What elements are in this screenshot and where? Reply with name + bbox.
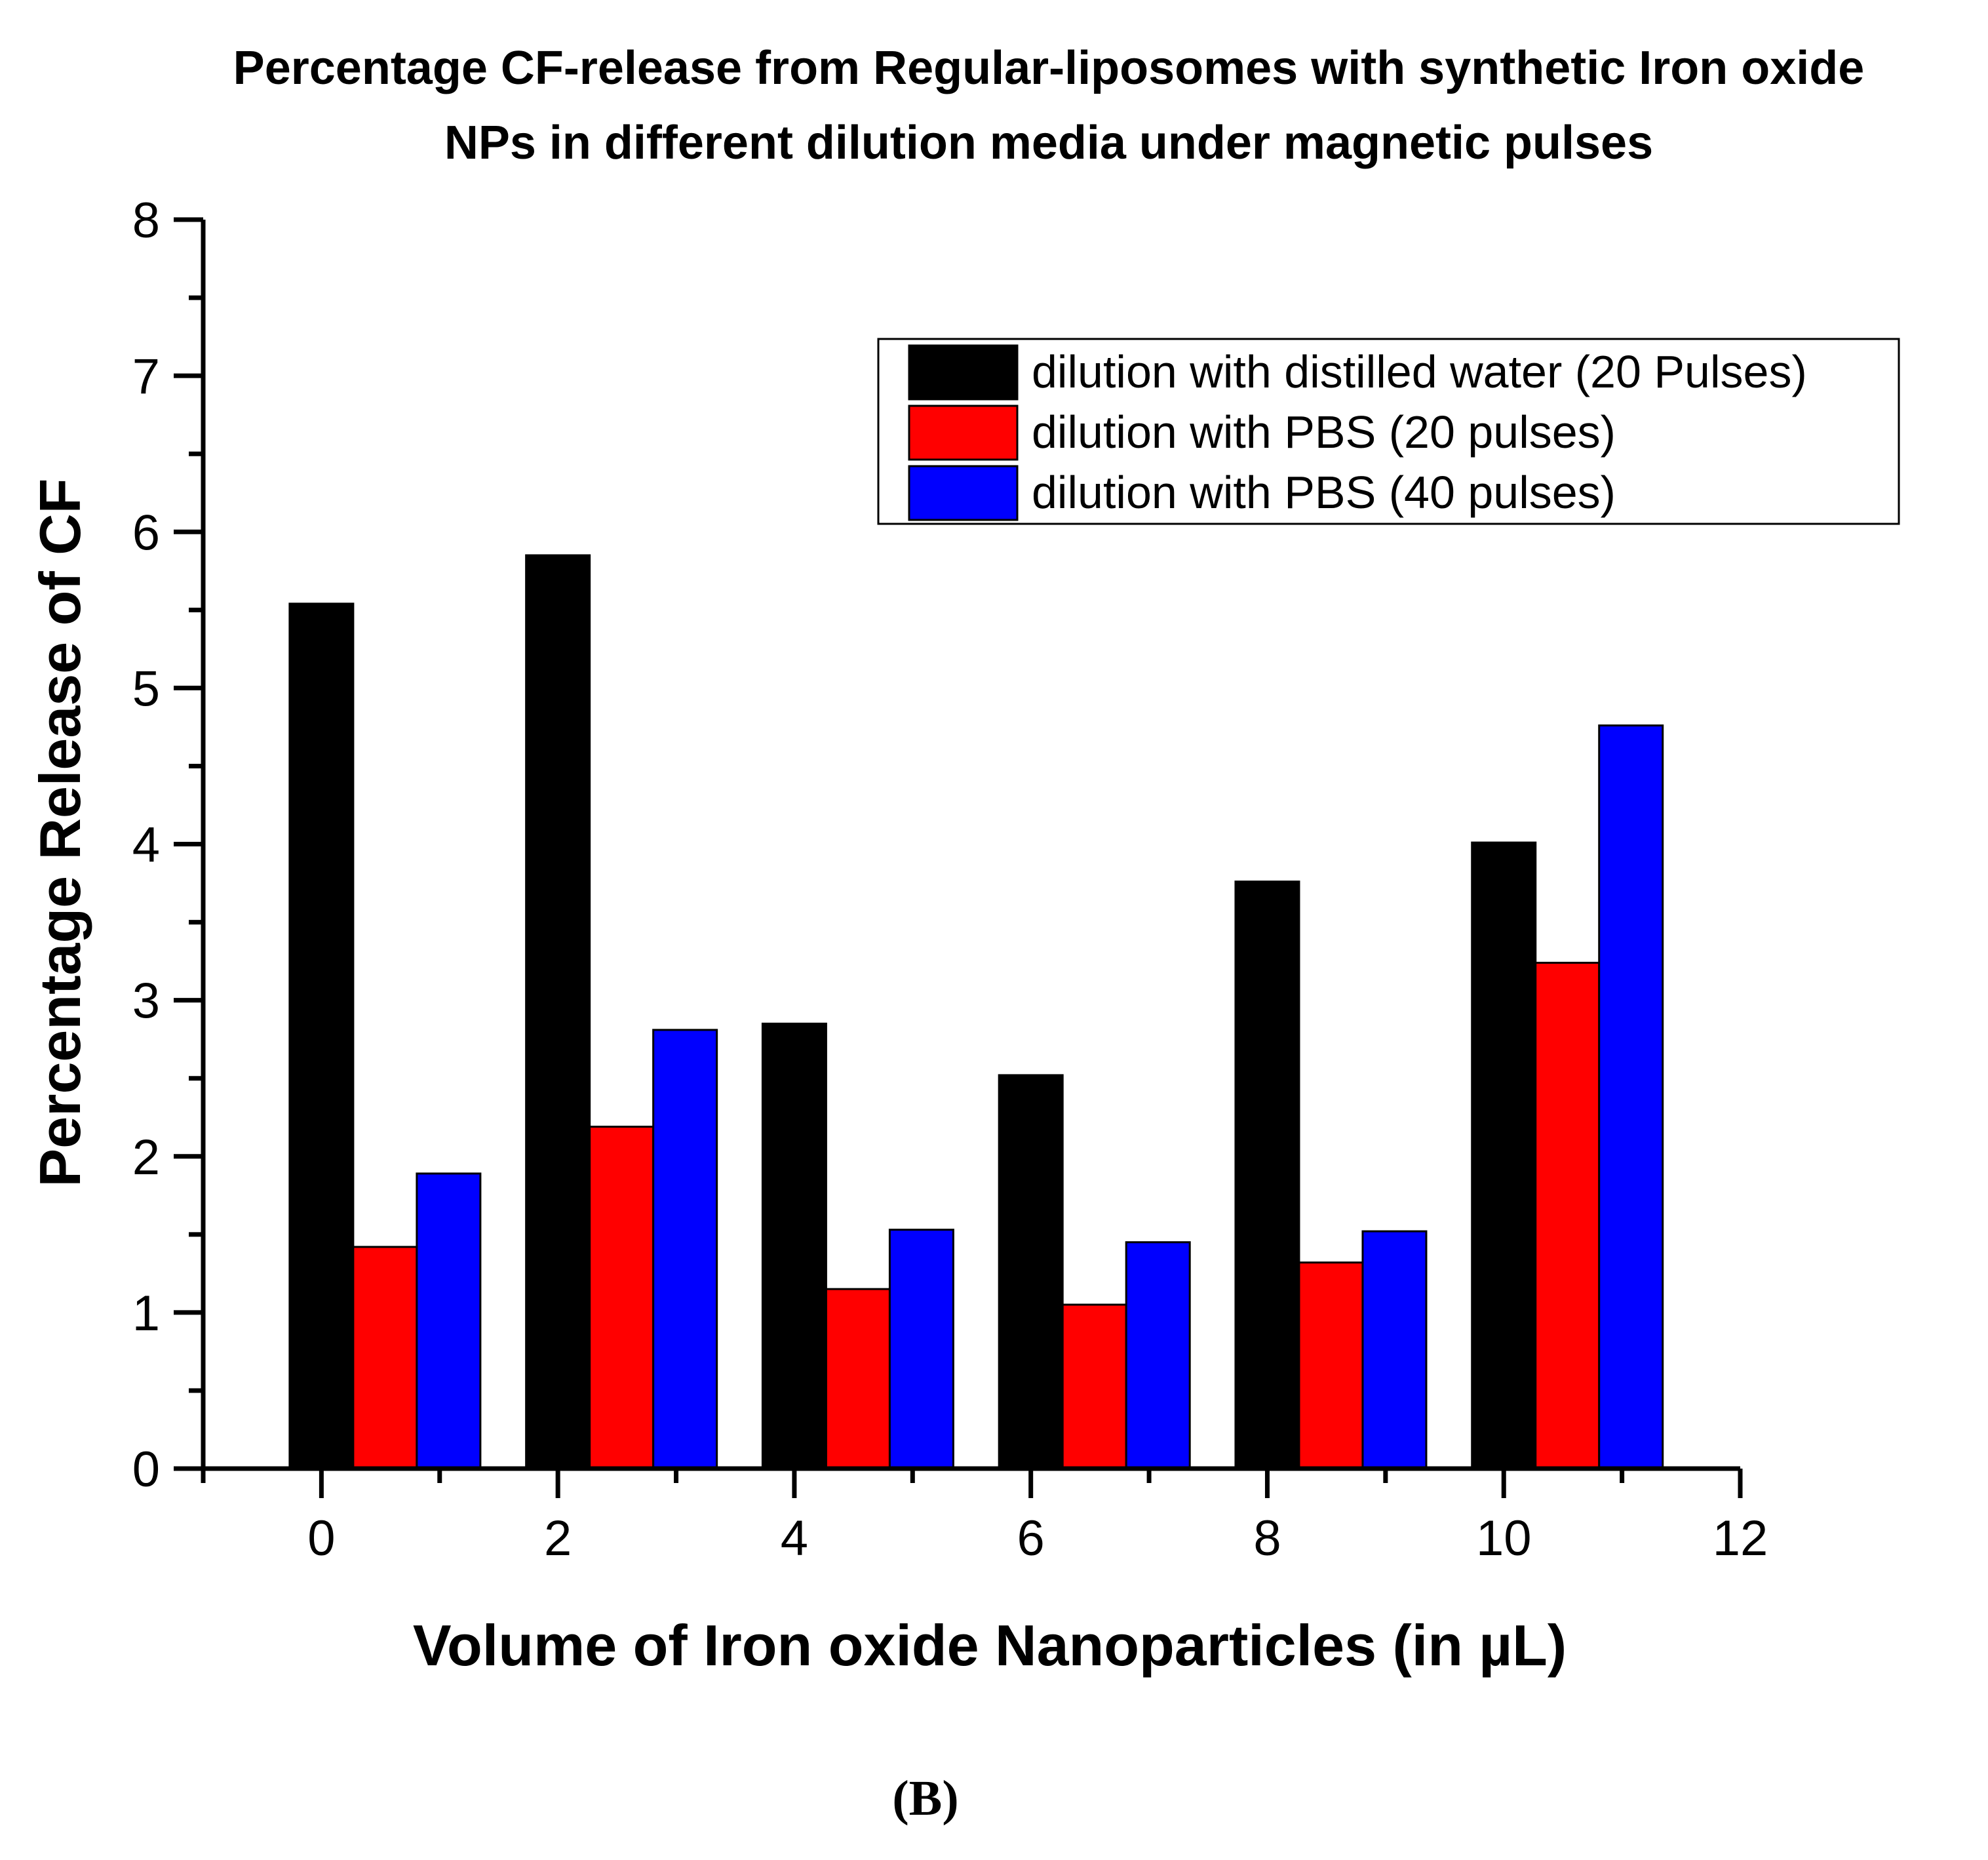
x-tick-label-4: 4 <box>781 1511 808 1566</box>
chart-title-line-1: Percentage CF-release from Regular-lipos… <box>233 42 1865 94</box>
x-tick-label-6: 6 <box>1017 1511 1045 1566</box>
bar-series1-x2 <box>589 1126 655 1470</box>
y-tick-label-8: 8 <box>132 193 160 248</box>
bar-series0-x2 <box>525 554 591 1470</box>
bar-series0-x10 <box>1471 841 1537 1470</box>
bars-group <box>288 554 1664 1470</box>
bar-series0-x6 <box>998 1074 1064 1470</box>
x-tick-label-10: 10 <box>1476 1511 1532 1566</box>
legend-label-pbs-20: dilution with PBS (20 pulses) <box>1032 406 1616 458</box>
bar-series2-x0 <box>416 1172 482 1470</box>
bar-series1-x6 <box>1061 1303 1127 1470</box>
bar-series1-x0 <box>352 1246 418 1470</box>
bar-series2-x10 <box>1598 724 1664 1470</box>
y-tick-label-0: 0 <box>132 1442 160 1497</box>
x-tick-label-12: 12 <box>1713 1511 1768 1566</box>
y-tick-label-3: 3 <box>132 974 160 1029</box>
x-axis-label: Volume of Iron oxide Nanoparticles (in µ… <box>413 1613 1567 1678</box>
y-tick-label-1: 1 <box>132 1286 160 1341</box>
y-tick-label-6: 6 <box>132 505 160 561</box>
y-axis-label: Percentage Release of CF <box>28 479 92 1187</box>
bar-series2-x8 <box>1361 1230 1428 1470</box>
bar-series2-x4 <box>888 1229 954 1470</box>
bar-series1-x8 <box>1298 1261 1364 1470</box>
chart-title-line-2: NPs in different dilution media under ma… <box>444 117 1653 169</box>
x-tick-labels: 0 2 4 6 8 10 12 <box>307 1511 1768 1566</box>
y-tick-label-7: 7 <box>132 349 160 405</box>
legend-swatch-water-20 <box>908 344 1019 401</box>
y-tick-label-2: 2 <box>132 1130 160 1185</box>
y-tick-labels: 0 1 2 3 4 5 6 7 8 <box>132 193 160 1497</box>
bar-series0-x0 <box>288 603 355 1470</box>
bar-series1-x10 <box>1534 961 1601 1470</box>
bar-series0-x8 <box>1234 881 1300 1470</box>
x-tick-label-2: 2 <box>544 1511 572 1566</box>
bar-series2-x6 <box>1125 1241 1191 1470</box>
figure-caption: (B) <box>892 1771 958 1826</box>
legend-label-pbs-40: dilution with PBS (40 pulses) <box>1032 467 1616 518</box>
y-tick-label-5: 5 <box>132 661 160 717</box>
legend-label-water-20: dilution with distilled water (20 Pulses… <box>1032 346 1807 397</box>
bar-series1-x4 <box>825 1288 891 1470</box>
x-tick-label-0: 0 <box>307 1511 335 1566</box>
legend: dilution with distilled water (20 Pulses… <box>877 338 1900 525</box>
legend-swatch-pbs-40 <box>908 465 1019 521</box>
axes-group <box>174 217 1743 1498</box>
bar-series0-x4 <box>761 1022 827 1470</box>
bar-series2-x2 <box>652 1029 718 1470</box>
y-tick-label-4: 4 <box>132 818 160 873</box>
legend-swatch-pbs-20 <box>908 405 1019 461</box>
x-tick-label-8: 8 <box>1253 1511 1281 1566</box>
chart-title: Percentage CF-release from Regular-lipos… <box>233 42 1865 169</box>
legend-frame <box>877 338 1900 525</box>
